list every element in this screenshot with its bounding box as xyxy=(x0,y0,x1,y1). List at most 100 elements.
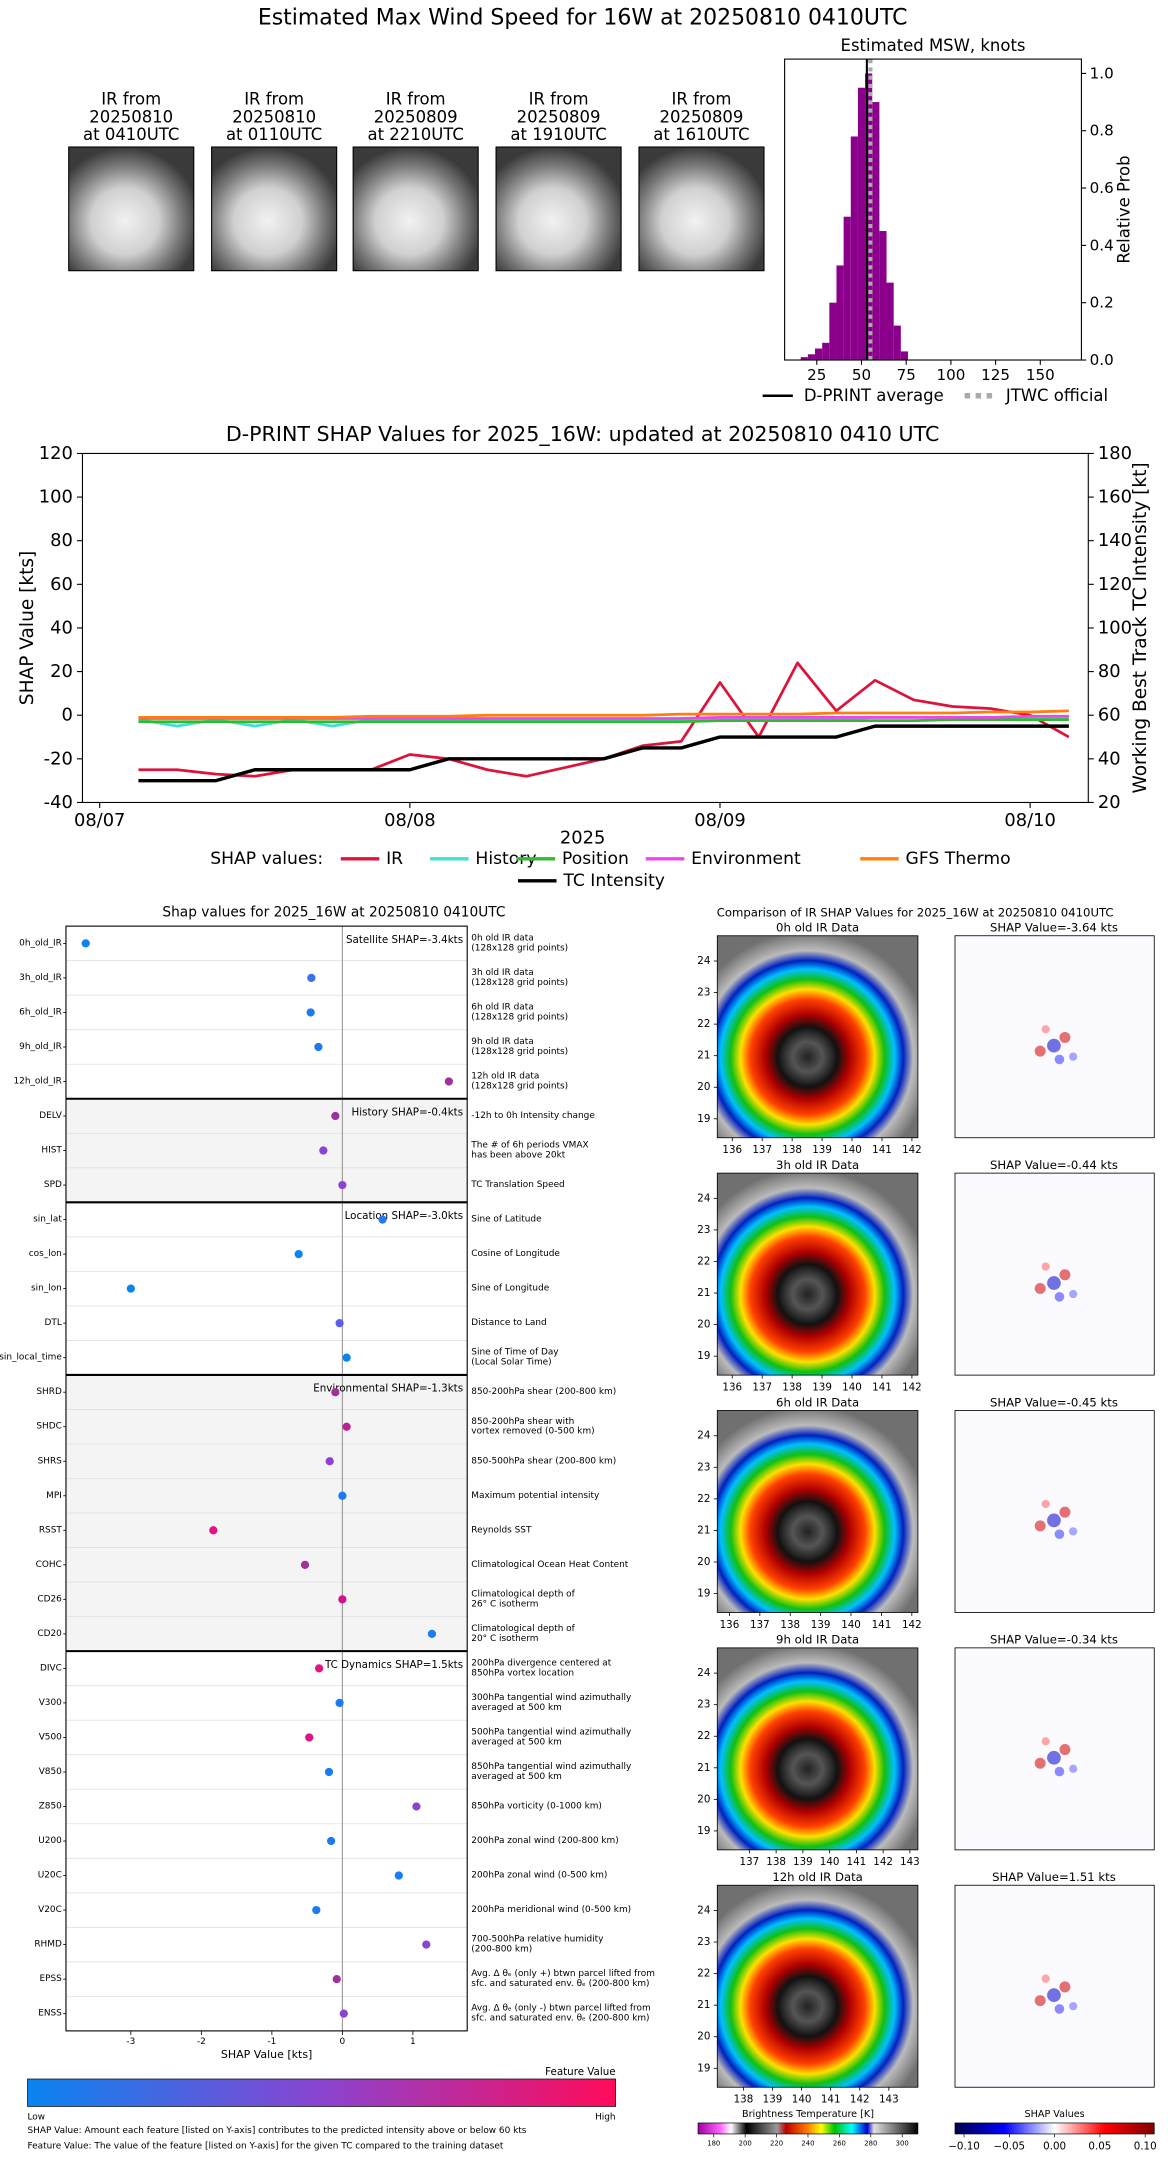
thumbnail-label: at 2210UTC xyxy=(368,125,464,144)
y-tick-label: 0.0 xyxy=(1090,351,1114,369)
x-tick-label: 140 xyxy=(842,1381,862,1393)
colorbar-tick-label: 0.10 xyxy=(1134,2140,1157,2152)
feature-name: HIST xyxy=(41,1146,62,1156)
histogram-bar xyxy=(807,354,816,361)
legend-label: History xyxy=(475,849,536,869)
shap-dot xyxy=(312,1905,321,1915)
y-tick-label: 21 xyxy=(697,1762,710,1774)
feature-name: CD20 xyxy=(37,1629,62,1639)
feature-description: 200hPa zonal wind (0-500 km) xyxy=(471,1871,607,1881)
colorbar-tick-label: 260 xyxy=(833,2140,846,2148)
thumbnail-label: 20250809 xyxy=(517,107,601,126)
feature-description: (128x128 grid points) xyxy=(471,943,568,953)
shap-panel-title: SHAP Value=-0.45 kts xyxy=(990,1395,1118,1409)
x-axis-label: SHAP Value [kts] xyxy=(221,2048,312,2061)
x-tick-label: 137 xyxy=(740,1856,760,1868)
shap-dot xyxy=(209,1526,218,1535)
shap-panel-title: SHAP Value=-0.34 kts xyxy=(990,1633,1118,1647)
colorbar-tick-label: 0.05 xyxy=(1088,2140,1111,2152)
feature-description: (Local Solar Time) xyxy=(471,1358,551,1368)
shap-dot xyxy=(427,1629,437,1638)
colorbar-label: Feature Value xyxy=(545,2066,615,2078)
feature-description: Climatological depth of xyxy=(471,1589,575,1599)
shap-dot xyxy=(378,1215,387,1224)
group-background xyxy=(65,1098,468,1203)
y2-tick-label: 160 xyxy=(1098,487,1132,508)
feature-description: 850hPa vortex location xyxy=(471,1668,574,1678)
x-tick-label: 139 xyxy=(763,2094,783,2106)
colorbar-label: SHAP Values xyxy=(1025,2109,1085,2120)
y-tick-label: 24 xyxy=(697,1430,710,1442)
x-tick-label: 138 xyxy=(766,1856,786,1868)
legend-label: D-PRINT average xyxy=(804,386,944,405)
feature-name: DTL xyxy=(45,1318,62,1328)
x-tick-label: -2 xyxy=(197,2037,206,2047)
chart-title: Estimated MSW, knots xyxy=(841,36,1026,55)
shap-image xyxy=(954,1647,1155,1851)
y-tick-label: 0.6 xyxy=(1090,179,1114,197)
y-tick-label: 1.0 xyxy=(1090,64,1114,82)
shap-dot xyxy=(339,2009,348,2018)
y-tick-label: -40 xyxy=(44,792,73,813)
feature-name: 6h_old_IR xyxy=(19,1007,62,1017)
feature-description: 850-200hPa shear with xyxy=(471,1417,574,1427)
x-tick-label: 138 xyxy=(780,1619,800,1631)
shap-dot xyxy=(335,1698,344,1708)
feature-name: DIVC xyxy=(40,1663,62,1673)
y2-axis-label: Working Best Track TC Intensity [kt] xyxy=(1130,462,1151,793)
y-tick-label: 24 xyxy=(697,1667,710,1679)
colorbar-low: Low xyxy=(27,2112,45,2122)
shap-blob xyxy=(1034,1283,1046,1295)
feature-name: CD26 xyxy=(37,1594,62,1604)
shap-image xyxy=(954,1410,1155,1613)
thumbnail-label: at 0110UTC xyxy=(226,125,322,144)
shap-dot xyxy=(314,1042,323,1052)
x-tick-label: 141 xyxy=(821,2094,841,2106)
shap-blob xyxy=(1034,1520,1046,1532)
x-tick-label: -1 xyxy=(267,2037,276,2047)
ir-image xyxy=(716,1410,919,1613)
shap-blob xyxy=(1047,1513,1061,1528)
histogram-bar xyxy=(900,351,908,361)
shap-dot xyxy=(444,1077,453,1086)
y2-tick-label: 120 xyxy=(1098,574,1132,595)
feature-name: Z850 xyxy=(39,1801,62,1811)
feature-description: 850hPa vorticity (0-1000 km) xyxy=(471,1801,602,1811)
x-tick-label: 142 xyxy=(902,1381,922,1393)
feature-description: The # of 6h periods VMAX xyxy=(470,1141,588,1151)
x-tick-label: 137 xyxy=(752,1381,772,1393)
x-tick-label: 142 xyxy=(873,1856,893,1868)
feature-name: DELV xyxy=(39,1111,62,1121)
colorbar-tick-label: 180 xyxy=(707,2140,720,2148)
shap-dot xyxy=(338,1180,347,1190)
shap-dot xyxy=(332,1974,341,1984)
plot-frame xyxy=(81,452,1089,804)
shap-blob xyxy=(1054,1054,1065,1065)
y-tick-label: 20 xyxy=(697,1793,710,1805)
x-tick-label: 125 xyxy=(981,366,1010,384)
x-tick-label: 150 xyxy=(1026,366,1055,384)
intensity-line xyxy=(138,724,1069,783)
x-tick-label: 137 xyxy=(752,1144,772,1156)
shap-line xyxy=(138,709,1069,719)
x-tick-label: 138 xyxy=(782,1381,802,1393)
thumbnail-label: IR from xyxy=(529,89,589,108)
legend-label: JTWC official xyxy=(1005,386,1108,405)
shap-blob xyxy=(1047,1038,1061,1053)
shap-blob xyxy=(1041,1262,1050,1271)
y-tick-label: 22 xyxy=(697,1018,710,1030)
legend-label: Environment xyxy=(691,849,801,869)
shap-dot xyxy=(81,939,90,948)
colorbar-tick-label: 240 xyxy=(801,2140,814,2148)
y-tick-label: 22 xyxy=(697,1730,710,1742)
x-tick-label: 141 xyxy=(847,1856,867,1868)
y-tick-label: 19 xyxy=(697,1350,710,1362)
colorbar-tick-label: −0.05 xyxy=(994,2140,1026,2152)
shap-blob xyxy=(1041,1499,1050,1509)
feature-description: has been above 20kt xyxy=(471,1150,565,1160)
feature-description: 26° C isotherm xyxy=(471,1599,538,1609)
shap-dot xyxy=(294,1249,303,1259)
colorbar-tick-label: −0.10 xyxy=(948,2140,980,2152)
x-tick-label: 75 xyxy=(897,366,916,384)
shap-dot xyxy=(335,1319,344,1328)
